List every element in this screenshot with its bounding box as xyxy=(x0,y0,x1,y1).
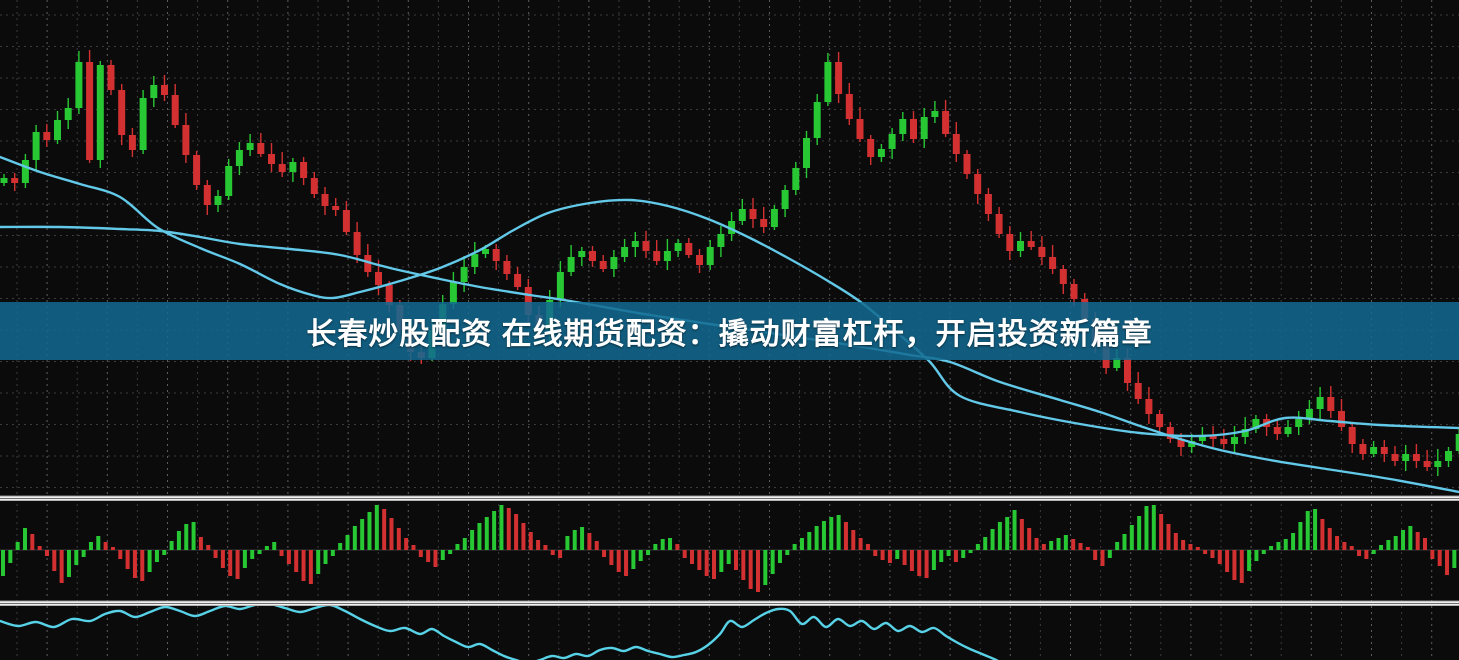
panel-separators[interactable] xyxy=(0,495,1459,607)
histogram-indicator-layer xyxy=(0,505,1459,592)
ma-slow xyxy=(0,225,1459,494)
ma-fast xyxy=(0,155,1459,438)
candlestick-layer xyxy=(0,50,1459,476)
moving-average-lines xyxy=(0,155,1459,494)
oscillator-line-layer xyxy=(0,602,999,660)
